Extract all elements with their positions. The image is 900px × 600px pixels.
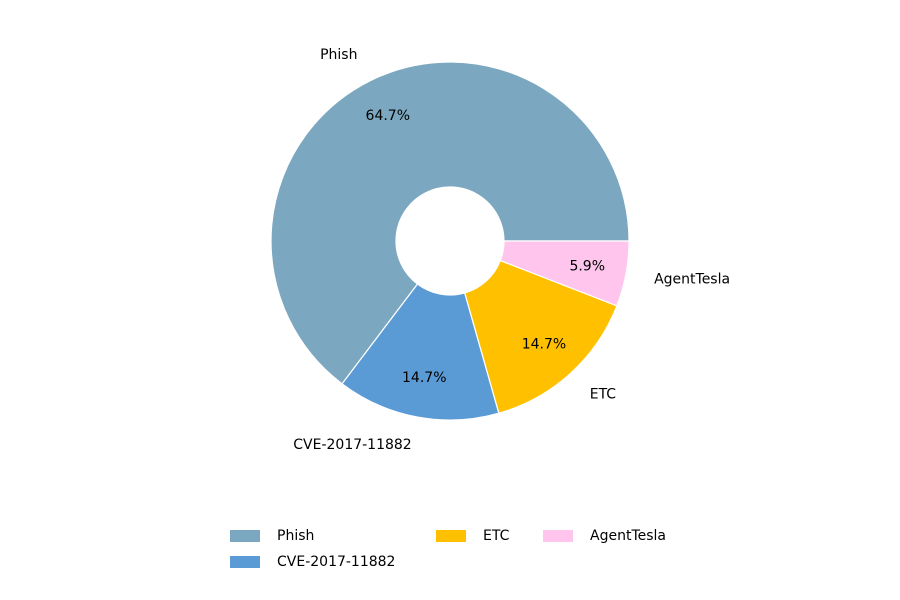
legend-swatch bbox=[230, 530, 260, 542]
percent-label: 14.7% bbox=[522, 336, 566, 352]
donut-slice bbox=[463, 259, 618, 414]
donut-slice bbox=[270, 61, 630, 385]
legend-label: AgentTesla bbox=[590, 528, 666, 544]
legend-label: CVE-2017-11882 bbox=[277, 554, 395, 570]
percent-label: 64.7% bbox=[366, 108, 410, 124]
slice-label: AgentTesla bbox=[654, 271, 730, 287]
legend-swatch bbox=[436, 530, 466, 542]
donut-slice bbox=[341, 283, 500, 421]
slice-label: Phish bbox=[320, 47, 357, 63]
legend-label: Phish bbox=[277, 528, 314, 544]
legend-swatch bbox=[543, 530, 573, 542]
slice-label: ETC bbox=[590, 387, 617, 403]
slice-label: CVE-2017-11882 bbox=[293, 437, 411, 453]
legend-swatch bbox=[230, 556, 260, 568]
percent-label: 5.9% bbox=[569, 259, 605, 275]
donut-slice bbox=[499, 240, 630, 307]
percent-label: 14.7% bbox=[402, 370, 446, 386]
legend-label: ETC bbox=[483, 528, 510, 544]
